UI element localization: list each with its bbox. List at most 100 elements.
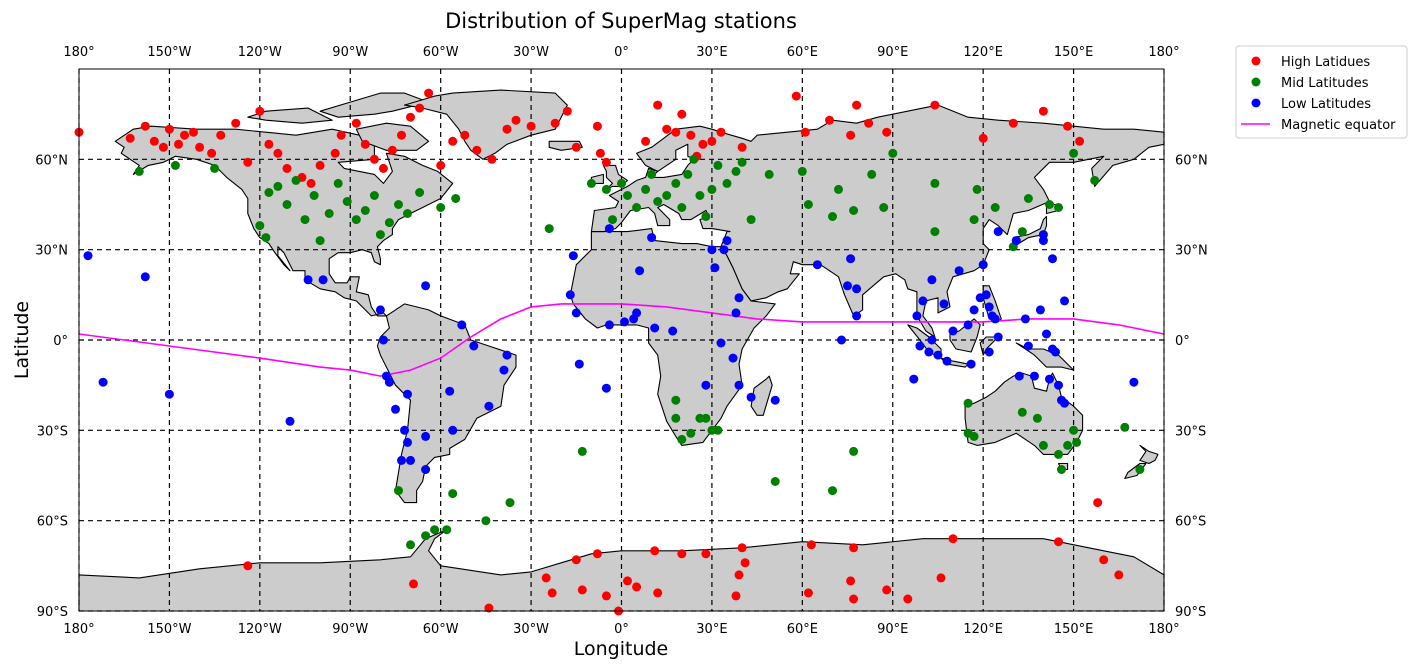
station-point-s0-88 <box>653 588 663 598</box>
station-point-s2-10 <box>403 389 412 399</box>
x-tick-top-10: 120°E <box>963 45 1003 60</box>
landmass-9 <box>590 104 1165 338</box>
station-point-s2-27 <box>565 290 575 300</box>
station-point-s1-19 <box>384 218 394 228</box>
station-point-s2-58 <box>852 311 862 321</box>
station-point-s0-98 <box>484 603 494 613</box>
x-tick-top-6: 0° <box>614 45 629 60</box>
station-point-s1-51 <box>707 184 717 194</box>
station-point-s2-66 <box>933 350 943 360</box>
x-tick-top-11: 150°E <box>1054 45 1094 60</box>
station-point-s1-91 <box>969 431 979 441</box>
station-point-s1-28 <box>430 525 440 535</box>
station-point-s0-24 <box>360 139 370 149</box>
station-point-s1-78 <box>671 395 681 405</box>
station-point-s2-61 <box>915 341 925 351</box>
station-point-s0-77 <box>849 594 859 604</box>
landmass-12 <box>1012 215 1048 248</box>
station-point-s0-1 <box>125 133 135 143</box>
station-point-s0-84 <box>740 558 750 568</box>
station-point-s1-94 <box>1038 440 1048 450</box>
station-point-s2-9 <box>391 404 400 414</box>
station-point-s1-0 <box>134 166 144 176</box>
station-point-s2-44 <box>716 338 726 348</box>
station-point-s0-3 <box>149 136 159 146</box>
station-point-s0-7 <box>180 130 189 140</box>
station-point-s1-34 <box>577 446 587 456</box>
station-point-s1-75 <box>1054 203 1063 212</box>
station-point-s2-49 <box>734 293 744 303</box>
station-point-s1-37 <box>608 215 617 225</box>
station-point-s2-38 <box>647 233 657 243</box>
station-point-s0-9 <box>195 142 205 152</box>
station-point-s1-92 <box>1017 407 1027 417</box>
station-point-s0-15 <box>264 139 274 149</box>
y-tick-right-2: 30°S <box>1175 424 1206 439</box>
station-point-s0-91 <box>623 576 632 586</box>
station-point-s0-39 <box>526 121 536 131</box>
station-point-s2-92 <box>1045 374 1054 384</box>
station-point-s2-33 <box>604 224 614 234</box>
station-point-s0-4 <box>158 142 168 152</box>
station-point-s2-90 <box>1038 230 1048 240</box>
station-point-s2-30 <box>574 359 584 369</box>
station-point-s2-65 <box>927 275 937 285</box>
station-point-s2-29 <box>571 308 581 318</box>
station-point-s0-48 <box>662 124 672 134</box>
station-point-s2-24 <box>484 401 494 411</box>
station-point-s2-15 <box>421 431 431 441</box>
x-tick-top-2: 120°W <box>238 45 282 60</box>
station-point-s1-86 <box>770 477 780 486</box>
station-point-s1-14 <box>342 197 352 206</box>
station-point-s0-100 <box>409 579 418 589</box>
station-point-s0-11 <box>216 130 226 140</box>
station-point-s0-43 <box>592 121 602 131</box>
x-tick-top-0: 180° <box>63 45 94 60</box>
x-tick-bottom-9: 90°E <box>877 622 908 637</box>
station-point-s1-13 <box>333 178 343 188</box>
station-point-s2-42 <box>707 245 717 255</box>
station-point-s2-77 <box>984 347 994 357</box>
station-point-s0-26 <box>378 163 388 173</box>
station-point-s1-38 <box>617 178 626 188</box>
station-point-s1-54 <box>731 166 741 176</box>
station-point-s1-36 <box>601 184 611 194</box>
landmass-0 <box>114 125 454 317</box>
station-point-s2-91 <box>1042 329 1051 339</box>
station-point-s1-12 <box>324 209 334 218</box>
station-point-s2-37 <box>635 266 645 276</box>
station-point-s1-16 <box>360 206 370 215</box>
station-point-s0-99 <box>243 561 253 571</box>
station-points-layer <box>74 88 1145 616</box>
x-tick-top-7: 30°E <box>696 45 727 60</box>
station-point-s1-58 <box>797 166 807 176</box>
station-point-s2-23 <box>469 341 479 351</box>
station-point-s0-47 <box>653 100 663 110</box>
magnetic-equator-line <box>78 303 1165 377</box>
legend-label-0: High Latidues <box>1281 55 1370 70</box>
station-point-s2-6 <box>318 275 328 285</box>
x-axis-label: Longitude <box>574 638 669 660</box>
station-point-s0-74 <box>936 573 946 583</box>
station-point-s0-5 <box>164 124 174 134</box>
station-point-s2-28 <box>568 251 578 261</box>
y-tick-left-5: 60°N <box>35 153 68 168</box>
station-point-s1-101 <box>1135 465 1145 474</box>
station-point-s0-17 <box>282 163 292 173</box>
station-point-s1-23 <box>436 203 446 212</box>
station-point-s1-52 <box>713 160 723 170</box>
y-tick-right-4: 30°N <box>1175 244 1208 259</box>
y-tick-left-3: 0° <box>53 334 68 349</box>
y-tick-right-1: 60°S <box>1175 515 1206 530</box>
station-point-s1-77 <box>1090 175 1100 185</box>
station-point-s2-8 <box>384 377 394 387</box>
station-point-s1-20 <box>394 200 403 209</box>
station-point-s1-83 <box>701 413 711 423</box>
station-point-s1-88 <box>849 446 859 456</box>
station-point-s0-64 <box>930 100 940 110</box>
station-point-s0-65 <box>978 133 988 143</box>
station-point-s2-55 <box>843 281 852 291</box>
station-point-s1-41 <box>641 184 651 194</box>
station-point-s2-69 <box>948 326 958 336</box>
station-point-s0-102 <box>1099 555 1109 565</box>
